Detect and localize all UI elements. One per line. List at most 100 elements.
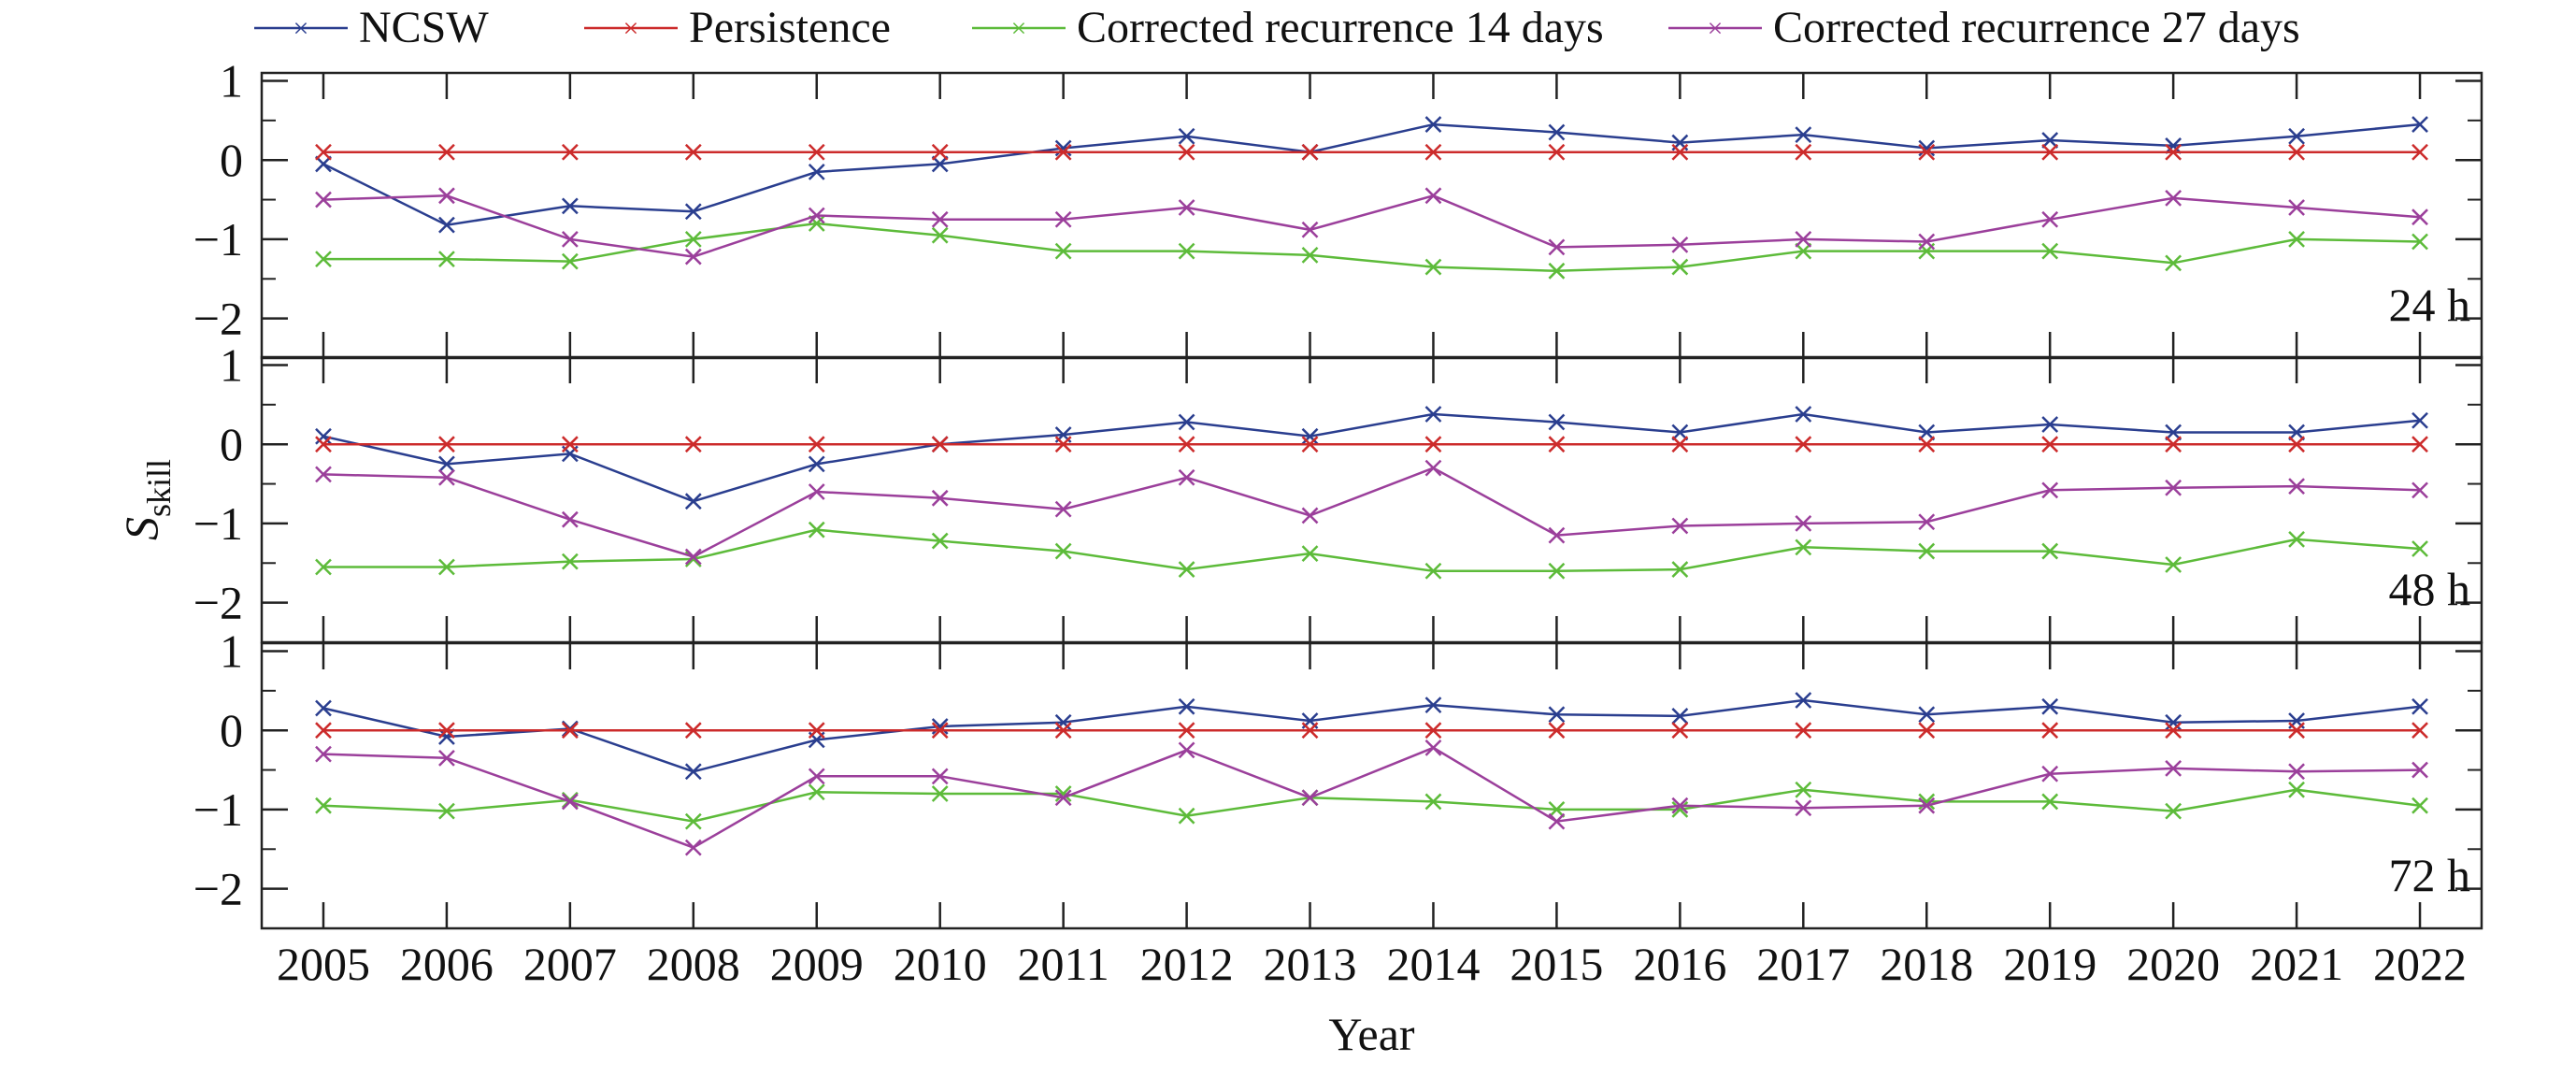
data-point	[1301, 545, 1319, 562]
data-point	[1178, 413, 1195, 431]
data-point-stroke	[2288, 231, 2305, 248]
data-point-stroke	[684, 812, 702, 830]
data-point	[2165, 556, 2182, 573]
data-point-stroke	[1795, 126, 1812, 143]
data-point-stroke	[1548, 143, 1566, 161]
data-point-stroke	[438, 802, 455, 820]
data-point	[684, 722, 702, 740]
data-point	[561, 197, 579, 215]
data-point	[2041, 242, 2059, 260]
data-point	[931, 226, 949, 244]
data-point	[438, 216, 455, 234]
data-point-stroke	[438, 143, 455, 161]
data-point-stroke	[2041, 436, 2059, 453]
data-point	[1795, 242, 1812, 260]
data-point	[808, 207, 825, 224]
data-point-stroke	[1178, 436, 1195, 453]
data-point	[315, 155, 332, 173]
data-point	[1424, 406, 1442, 423]
data-point	[2165, 143, 2182, 161]
data-point-stroke	[1424, 436, 1442, 453]
data-point	[1795, 515, 1812, 532]
data-point	[1918, 706, 1936, 724]
x-tick-label: 2005	[277, 938, 370, 990]
data-point	[2041, 132, 2059, 149]
data-point	[1424, 116, 1442, 133]
panels: 1 0 −1 −2 24 h 1 0 −1 −2 48 h 1 0 −1 −2 72 h	[193, 54, 2483, 930]
data-point-stroke	[1548, 722, 1566, 740]
data-point	[1548, 413, 1566, 431]
panel-24h: 1 0 −1 −2 24 h	[193, 54, 2483, 360]
data-point-stroke	[808, 207, 825, 224]
data-point	[1054, 210, 1072, 228]
data-point	[2411, 761, 2428, 779]
data-point	[931, 768, 949, 785]
y-tick-label: −1	[193, 783, 243, 836]
data-point	[1548, 722, 1566, 740]
data-point-stroke	[2288, 424, 2305, 441]
data-point-stroke	[2288, 763, 2305, 781]
data-point	[1795, 406, 1812, 423]
data-point-stroke	[1918, 233, 1936, 251]
data-point-stroke	[1548, 123, 1566, 141]
legend-label: Persistence	[689, 3, 891, 52]
data-point-stroke	[1301, 221, 1319, 238]
data-point-stroke	[2411, 722, 2428, 740]
y-tick-label: −2	[193, 577, 243, 629]
data-point-stroke	[684, 763, 702, 781]
legend-label: Corrected recurrence 14 days	[1077, 3, 1604, 52]
data-point-stroke	[1178, 242, 1195, 260]
data-point-stroke	[1424, 143, 1442, 161]
data-point	[808, 722, 825, 740]
data-point-stroke	[1548, 413, 1566, 431]
data-point	[2041, 416, 2059, 433]
data-point-stroke	[438, 722, 455, 740]
data-point	[684, 203, 702, 221]
data-point-stroke	[1548, 238, 1566, 256]
data-point	[684, 839, 702, 856]
data-point-stroke	[931, 532, 949, 550]
data-point	[2041, 481, 2059, 499]
series-ncsw	[315, 692, 2428, 781]
data-point	[2288, 722, 2305, 740]
data-point	[1054, 713, 1072, 731]
data-point	[1054, 785, 1072, 802]
data-point-stroke	[2288, 530, 2305, 548]
data-point-stroke	[1548, 436, 1566, 453]
series-ncsw	[315, 406, 2428, 510]
data-point	[2165, 802, 2182, 820]
data-point	[1671, 424, 1689, 441]
data-point	[1671, 561, 1689, 578]
data-point-stroke	[2411, 143, 2428, 161]
data-point-stroke	[1918, 797, 1936, 814]
data-point	[438, 558, 455, 576]
data-point	[2165, 137, 2182, 154]
data-point	[1301, 722, 1319, 740]
data-point	[2041, 210, 2059, 228]
data-point	[315, 436, 332, 453]
data-point-stroke	[561, 510, 579, 528]
data-point	[684, 231, 702, 248]
data-point-stroke	[438, 558, 455, 576]
data-point	[2288, 424, 2305, 441]
data-point	[1178, 697, 1195, 715]
data-point	[931, 155, 949, 173]
data-point	[1918, 436, 1936, 453]
data-point	[315, 143, 332, 161]
data-point	[1054, 722, 1072, 740]
data-point	[1795, 781, 1812, 798]
data-point	[808, 143, 825, 161]
x-tick-label: 2013	[1264, 938, 1357, 990]
panel-label: 24 h	[2389, 279, 2471, 331]
data-point	[1054, 143, 1072, 161]
data-point	[1178, 242, 1195, 260]
data-point-stroke	[2165, 759, 2182, 777]
data-point-stroke	[315, 558, 332, 576]
series-corrected-recurrence-14-days	[315, 215, 2428, 280]
data-point-stroke	[1178, 413, 1195, 431]
legend-marker: ×	[1708, 13, 1724, 44]
data-point	[808, 436, 825, 453]
data-point	[1795, 538, 1812, 556]
data-point	[1054, 436, 1072, 453]
